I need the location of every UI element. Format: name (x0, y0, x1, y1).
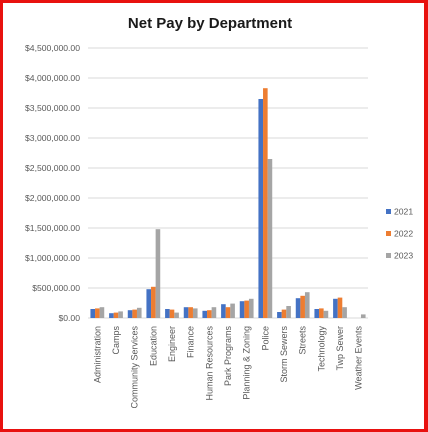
legend-label: 2023 (394, 251, 413, 261)
x-tick-label: Finance (186, 326, 196, 358)
bar-2022-camps (113, 312, 119, 318)
bar-2022-streets (300, 295, 305, 318)
bar-2022-twp-sewer (337, 297, 343, 318)
y-tick-label: $3,500,000.00 (25, 103, 80, 113)
x-tick-label: Storm Sewers (279, 326, 289, 383)
x-tick-label: Planning & Zoning (242, 326, 252, 400)
bar-2021-streets (295, 298, 301, 318)
x-tick-label: Human Resources (204, 326, 214, 401)
bar-2022-planning-zoning (244, 300, 249, 318)
y-tick-label: $2,000,000.00 (25, 193, 80, 203)
bar-2021-police (258, 99, 264, 318)
bar-2022-education (151, 286, 156, 318)
y-tick-label: $1,500,000.00 (25, 223, 80, 233)
bar-2023-camps (118, 311, 123, 318)
bar-2022-technology (319, 308, 324, 318)
bar-2021-finance (183, 307, 189, 318)
bar-2023-twp-sewer (342, 307, 347, 318)
y-tick-label: $0.00 (58, 313, 80, 323)
legend-swatch (386, 253, 391, 258)
y-axis-ticks: $0.00 $500,000.00 $1,000,000.00 $1,500,000.… (25, 43, 80, 323)
bar-2022-engineer (169, 309, 175, 318)
bar-2022-finance (188, 307, 193, 318)
legend-swatch (386, 209, 391, 214)
bar-2021-camps (109, 313, 114, 318)
x-tick-label: Park Programs (223, 326, 233, 387)
bar-2021-technology (314, 309, 320, 318)
bar-2022-administration (95, 308, 100, 318)
bar-2021-storm-sewers (277, 312, 282, 318)
x-tick-label: Weather Events (354, 326, 364, 390)
bars (90, 88, 366, 318)
bar-2023-administration (99, 307, 105, 318)
bar-2023-streets (304, 292, 310, 318)
x-tick-label: Community Services (130, 326, 140, 409)
y-tick-label: $1,000,000.00 (25, 253, 80, 263)
bar-2021-park-programs (221, 304, 226, 318)
bar-2021-human-resources (202, 310, 208, 318)
bar-2023-planning-zoning (248, 298, 254, 318)
bar-2021-engineer (165, 309, 170, 318)
bar-2023-park-programs (230, 303, 235, 318)
x-tick-label: Police (260, 326, 270, 351)
y-tick-label: $4,000,000.00 (25, 73, 80, 83)
bar-2023-human-resources (211, 307, 217, 318)
bar-2022-human-resources (207, 310, 212, 318)
bar-2021-twp-sewer (333, 298, 338, 318)
chart-title: Net Pay by Department (128, 15, 292, 32)
bar-2021-education (146, 289, 152, 318)
x-tick-label: Administration (92, 326, 102, 383)
bar-2021-administration (90, 309, 96, 318)
y-tick-label: $2,500,000.00 (25, 163, 80, 173)
x-tick-label: Streets (298, 326, 308, 355)
x-axis-ticks: Administration Camps Community Services Edu… (92, 326, 363, 409)
bar-2023-technology (323, 310, 329, 318)
bar-2023-engineer (174, 312, 179, 318)
gridlines (88, 47, 368, 319)
x-tick-label: Education (148, 326, 158, 366)
x-tick-label: Technology (316, 326, 326, 372)
bar-2022-community-services (132, 309, 137, 318)
bar-2023-education (155, 229, 161, 318)
bar-2023-community-services (136, 307, 142, 318)
bar-2023-finance (192, 308, 198, 318)
legend-label: 2021 (394, 207, 413, 217)
x-tick-label: Twp Sewer (335, 326, 345, 371)
bar-2023-weather-events (360, 314, 366, 318)
bar-2022-police (263, 88, 268, 318)
bar-2023-police (267, 159, 273, 318)
y-tick-label: $500,000.00 (32, 283, 80, 293)
x-tick-label: Engineer (167, 326, 177, 362)
bar-2022-park-programs (225, 307, 231, 318)
bar-2023-storm-sewers (286, 306, 291, 318)
legend: 2021 2022 2023 (386, 207, 413, 261)
bar-2021-planning-zoning (239, 301, 245, 318)
legend-swatch (386, 231, 391, 236)
bar-2022-storm-sewers (281, 309, 287, 318)
x-tick-label: Camps (111, 326, 121, 355)
y-tick-label: $4,500,000.00 (25, 43, 80, 53)
bar-2021-community-services (127, 310, 133, 318)
y-tick-label: $3,000,000.00 (25, 133, 80, 143)
legend-label: 2022 (394, 229, 413, 239)
